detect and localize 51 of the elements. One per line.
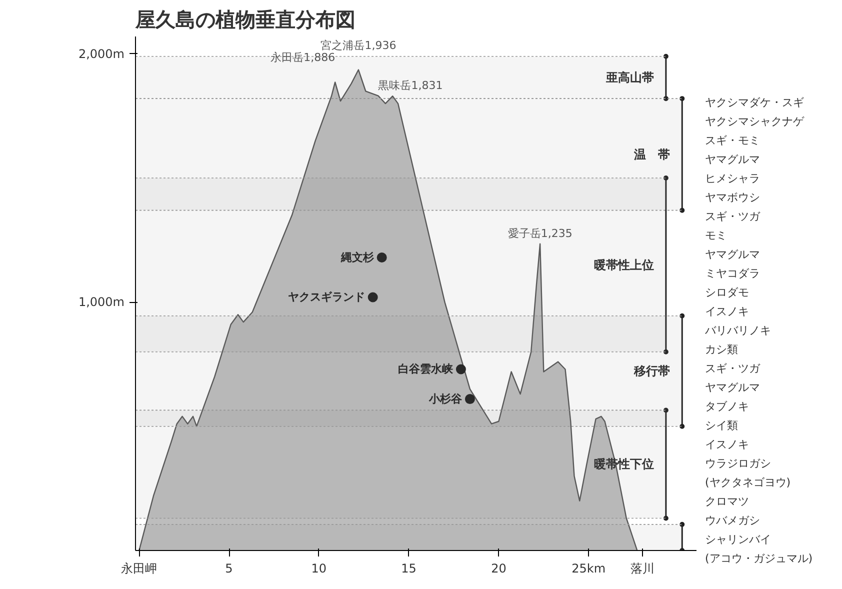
- text: タブノキ: [705, 399, 750, 415]
- annotation: 愛子岳1,235: [508, 226, 572, 240]
- text: ヒメシャラ: [705, 171, 761, 187]
- text: ミヤコダラ: [705, 266, 761, 282]
- text: カシ類: [705, 342, 739, 358]
- text: (ヤクタネゴヨウ): [705, 475, 792, 491]
- series-label: 白谷雲水峡: [398, 362, 454, 376]
- text: スギ・ツガ: [705, 361, 762, 377]
- chart-title: 屋久島の植物垂直分布図: [134, 8, 356, 32]
- text: クロマツ: [705, 494, 750, 510]
- annotation: 宮之浦岳1,936: [320, 38, 396, 52]
- band-label: 亜高山帯: [604, 70, 654, 84]
- text: イスノキ: [705, 304, 750, 320]
- band-label: 移行帯: [633, 364, 670, 378]
- text: スギ・モミ: [705, 133, 761, 149]
- point: [376, 252, 387, 262]
- x-tick-label: 25km: [572, 562, 606, 576]
- text: ヤマグルマ: [705, 152, 761, 168]
- text: ヤクシマダケ・スギ: [705, 95, 805, 111]
- point: [456, 364, 466, 374]
- annotation: 永田岳1,886: [270, 51, 336, 64]
- series-label: 縄文杉: [340, 250, 375, 264]
- series-label: 小杉谷: [428, 392, 463, 406]
- x-tick-label: 5: [225, 562, 233, 576]
- band-label: 暖帯性上位: [594, 258, 654, 272]
- text: シロダモ: [705, 285, 750, 301]
- text: イスノキ: [705, 437, 750, 453]
- text: ヤマグルマ: [705, 247, 761, 263]
- x-tick-label: 20: [491, 562, 506, 576]
- text: ヤクシマシャクナゲ: [705, 114, 806, 130]
- text: (アコウ・ガジュマル): [705, 551, 813, 567]
- annotation: 黒味岳1,831: [378, 78, 443, 92]
- y-tick-label: 2,000m: [78, 46, 125, 61]
- x-tick-label: 10: [311, 562, 327, 576]
- x-tick-label: 永田岬: [121, 562, 158, 576]
- text: バリバリノキ: [705, 323, 772, 339]
- point: [368, 292, 378, 302]
- text: モミ: [705, 228, 728, 244]
- text: スギ・ツガ: [705, 209, 762, 225]
- text: ヤマボウシ: [705, 190, 761, 206]
- text: シャリンバイ: [705, 532, 772, 548]
- text: ウバメガシ: [705, 513, 761, 529]
- text: ヤマグルマ: [705, 380, 761, 396]
- band-label: 温 帯: [633, 147, 670, 162]
- series-label: ヤクスギランド: [288, 290, 365, 304]
- x-tick-label: 15: [401, 562, 416, 576]
- text: ウラジロガシ: [705, 456, 772, 472]
- text: シイ類: [705, 418, 739, 434]
- y-tick-label: 1,000m: [78, 295, 125, 310]
- x-tick-label: 落川: [630, 562, 655, 576]
- point: [464, 394, 475, 404]
